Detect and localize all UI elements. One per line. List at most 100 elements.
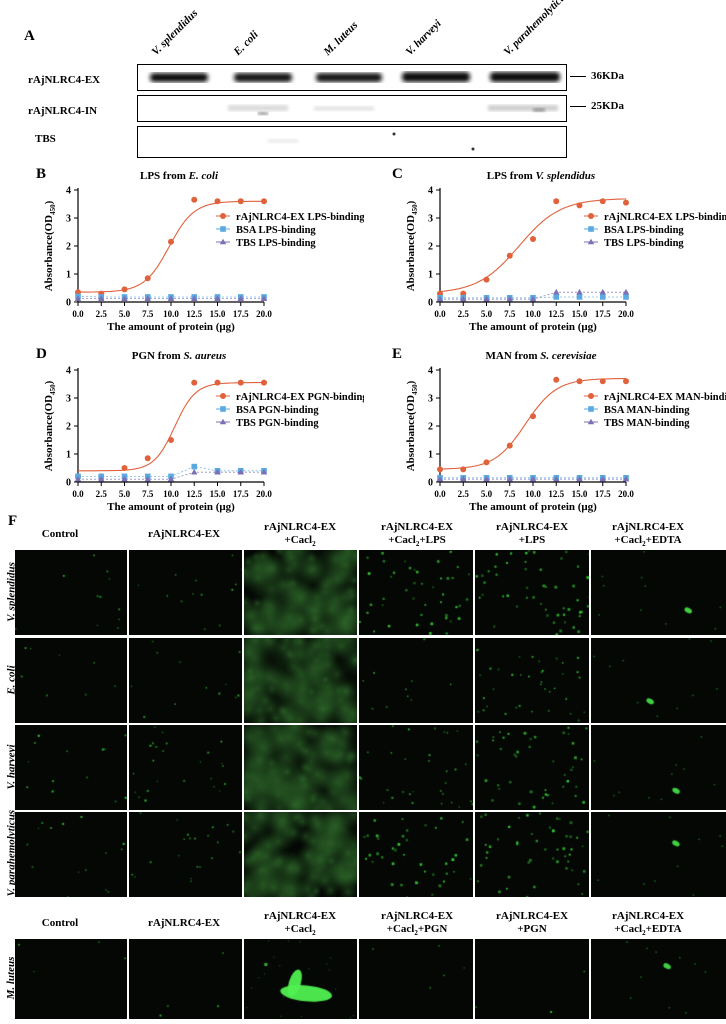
data-point: [144, 475, 151, 482]
fluorescence-image: [15, 725, 127, 810]
y-tick-label: 2: [428, 422, 433, 433]
lane-label: V. harveyi: [403, 17, 444, 58]
fluorescence-image: [359, 550, 473, 635]
blot-strip-ex: [137, 64, 567, 91]
data-point: [436, 475, 444, 482]
fluorescence-image: [475, 725, 589, 810]
data-point: [237, 198, 244, 205]
condition-label: rAjNLRC4-EX +Cacl2: [263, 521, 337, 549]
x-tick-label: 10.0: [163, 489, 179, 499]
data-point: [144, 275, 151, 282]
band: [234, 73, 292, 82]
chart-d: D PGN from S. aureus 0 1 2 3 4 0.0 2.5 5.0 7.5 10.0…: [0, 340, 368, 525]
y-tick-label: 4: [66, 366, 71, 377]
data-point: [214, 379, 221, 386]
marker-25kda: 25KDa: [591, 100, 624, 112]
blot-strip-tbs: [137, 126, 567, 158]
data-point: [599, 294, 606, 300]
fluorescence-image: [244, 638, 357, 723]
x-tick-label: 0.0: [434, 309, 446, 319]
data-point: [237, 468, 244, 475]
data-point: [437, 466, 443, 473]
x-tick-label: 7.5: [142, 309, 154, 319]
x-tick-label: 17.5: [595, 309, 611, 319]
panel-letter: B: [36, 166, 46, 182]
fluorescence-image: [244, 550, 357, 635]
x-tick-label: 0.0: [434, 489, 446, 499]
legend-label: TBS LPS-binding: [604, 238, 684, 249]
y-tick-label: 4: [428, 366, 433, 377]
y-tick-label: 1: [66, 450, 71, 461]
data-point: [168, 238, 174, 245]
data-point: [237, 379, 244, 386]
data-point: [622, 475, 630, 482]
fluorescence-image: [129, 725, 242, 810]
fluorescence-image: [475, 638, 589, 723]
data-point: [191, 468, 198, 475]
chart-svg: D PGN from S. aureus 0 1 2 3 4 0.0 2.5 5.0 7.5 10.0…: [36, 346, 368, 513]
blot-row-label: TBS: [35, 133, 56, 145]
x-tick-label: 12.5: [548, 309, 564, 319]
lane-label: V. splendidus: [149, 7, 201, 58]
y-tick-label: 1: [66, 270, 71, 281]
fit-curve: [78, 382, 264, 472]
y-tick-label: 0: [428, 298, 433, 309]
y-tick-label: 3: [66, 394, 71, 405]
fluorescence-image: [359, 725, 473, 810]
data-point: [121, 465, 128, 471]
data-point: [168, 437, 174, 443]
lane-label: V. parahemolyticus: [501, 0, 572, 58]
data-point: [529, 295, 537, 302]
x-tick-label: 17.5: [233, 309, 249, 319]
panel-letter: C: [392, 166, 403, 182]
data-point: [460, 295, 467, 302]
condition-label: rAjNLRC4-EX +Cacl2+LPS: [380, 521, 454, 549]
fluorescence-image: [475, 550, 589, 635]
legend-marker: [588, 406, 594, 412]
data-point: [506, 252, 513, 259]
legend-marker: [219, 238, 227, 245]
condition-label: rAjNLRC4-EX +Cacl2: [263, 910, 337, 938]
legend-label: rAjNLRC4-EX LPS-binding: [604, 212, 726, 223]
y-tick-label: 2: [428, 242, 433, 253]
x-tick-label: 10.0: [525, 489, 541, 499]
y-axis-label: Absorbance(OD450): [43, 380, 57, 471]
marker-line: [570, 76, 586, 77]
data-point: [260, 295, 268, 301]
panel-a-letter: A: [24, 28, 35, 44]
x-tick-label: 12.5: [548, 489, 564, 499]
x-tick-label: 2.5: [96, 489, 108, 499]
y-tick-label: 3: [66, 214, 71, 225]
y-tick-label: 0: [66, 478, 71, 489]
condition-label: rAjNLRC4-EX +LPS: [495, 521, 569, 546]
x-tick-label: 0.0: [72, 309, 84, 319]
x-tick-label: 2.5: [458, 309, 470, 319]
chart-title: LPS from E. coli: [140, 170, 219, 182]
fluorescence-image: [591, 812, 726, 897]
chart-e: E MAN from S. cerevisiae 0 1 2 3 4 0.0 2.5 5.0 7.5…: [362, 340, 726, 525]
x-tick-label: 0.0: [72, 489, 84, 499]
data-point: [530, 236, 536, 242]
data-point: [506, 442, 513, 449]
x-tick-label: 15.0: [210, 309, 226, 319]
x-tick-label: 12.5: [186, 309, 202, 319]
y-axis-label: Absorbance(OD450): [405, 380, 419, 471]
blot-row-label: rAjNLRC4-EX: [28, 74, 101, 86]
fluorescence-image: [359, 638, 473, 723]
band: [150, 73, 208, 82]
data-point: [483, 295, 490, 302]
data-point: [576, 288, 583, 295]
data-point: [483, 276, 490, 283]
y-tick-label: 1: [428, 450, 433, 461]
chart-svg: E MAN from S. cerevisiae 0 1 2 3 4 0.0 2.5 5.0 7.5…: [392, 346, 726, 513]
x-tick-label: 20.0: [256, 489, 272, 499]
blot-bands-ex: [150, 72, 560, 82]
y-tick-label: 2: [66, 242, 71, 253]
legend-marker: [588, 226, 594, 232]
data-point: [576, 202, 583, 209]
blot-row-label: rAjNLRC4-IN: [28, 105, 98, 117]
data-point: [576, 475, 583, 482]
x-axis-label: The amount of protein (μg): [107, 501, 235, 513]
legend-marker: [587, 418, 595, 425]
band: [316, 73, 382, 82]
